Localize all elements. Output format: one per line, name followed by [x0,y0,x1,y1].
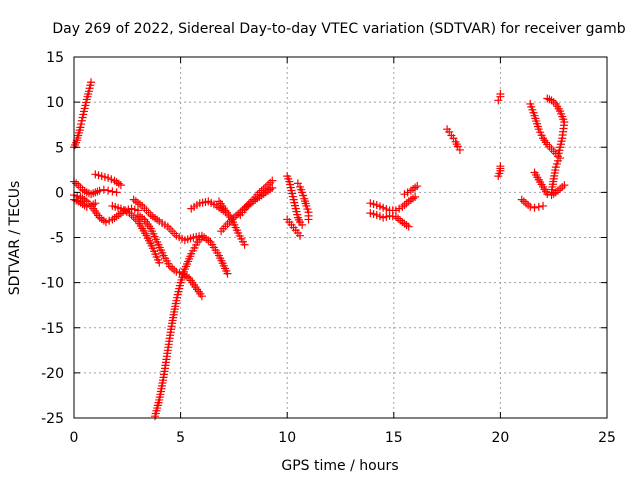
data-point [168,264,177,273]
series-arc-twenty-a [494,90,505,105]
data-point [104,186,113,195]
data-point [413,182,422,191]
x-tick-label: 25 [598,430,616,446]
series-arc-dip-mid [129,195,232,278]
series-arc-flat-mid [187,197,230,217]
data-point [295,231,304,240]
x-tick-label: 5 [176,430,185,446]
data-point [534,202,543,211]
series-arc-twentytwo-a [526,99,560,158]
data-point [76,123,85,132]
data-point [91,199,100,208]
data-point [494,96,503,105]
y-tick-labels: -25 -20 -15 -10 -5 0 5 10 15 [41,50,64,427]
data-point [197,292,206,301]
y-tick-label: -20 [41,366,64,382]
data-point [539,201,548,210]
data-point [95,186,104,195]
data-point [496,162,505,171]
x-tick-label: 0 [70,430,79,446]
data-point [519,197,528,206]
y-tick-label: -5 [50,231,64,247]
series-arc-fifteen-c [400,182,422,199]
series-arc-twentytwo-d [517,195,548,212]
series-arc-twenty-b [494,162,505,181]
series-arc-twentytwo-b [543,94,569,161]
chart-title: Day 269 of 2022, Sidereal Day-to-day VTE… [52,21,625,37]
data-point [521,199,530,208]
data-point [268,183,277,192]
data-point [411,192,420,201]
data-point [268,176,277,185]
data-points [70,78,569,421]
data-point [240,240,249,249]
y-tick-label: 5 [55,140,64,156]
series-arc-fifteen-a [366,192,420,215]
series-arc-fall-mid-c [214,197,249,249]
data-point [558,182,567,191]
y-tick-label: -10 [41,276,64,292]
data-point [400,201,409,210]
y-tick-label: 0 [55,185,64,201]
series-arc-fifteen-b [366,209,413,231]
data-point [543,94,552,103]
data-point [112,188,121,197]
data-point [455,145,464,154]
data-point [496,90,505,99]
data-point [99,185,108,194]
data-point [108,187,117,196]
data-point [556,184,565,193]
series-arc-steep-rise [151,233,206,421]
x-axis-label: GPS time / hours [281,458,398,474]
data-point [404,222,413,231]
series-arc-fall-mid-b [108,201,164,267]
x-tick-label: 10 [278,430,296,446]
y-tick-label: 10 [46,95,64,111]
data-point [77,116,86,125]
data-point [234,210,243,219]
data-point [116,181,125,190]
data-point [304,215,313,224]
series-arc-rise-mid-b [236,183,277,219]
series-arc-ten-b [293,179,313,224]
data-point [547,96,556,105]
data-point [517,195,526,204]
data-point [87,78,96,87]
x-tick-labels: 0 5 10 15 20 25 [70,430,616,446]
data-point [155,258,164,267]
y-tick-label: 15 [46,50,64,66]
y-axis-label: SDTVAR / TECUs [7,181,23,296]
series-arc-ten-a [283,172,307,229]
series-arc-flat-early-a [70,177,121,199]
series-arc-ten-c [283,215,304,240]
grid-lines [74,57,607,418]
axis-ticks [73,56,608,419]
data-point [77,120,86,129]
data-point [91,188,100,197]
data-point [72,179,81,188]
series-arc-flat-early-c [91,170,125,190]
x-tick-label: 20 [491,430,509,446]
series-arc-fall-mid [133,210,206,301]
data-point [298,220,307,229]
x-tick-label: 15 [385,430,403,446]
data-point [560,181,569,190]
y-tick-label: -15 [41,321,64,337]
series-arc-twentytwo-e [547,154,565,197]
data-point [556,154,565,163]
y-tick-label: -25 [41,411,64,427]
series-arc-dip-early [70,191,142,227]
data-point [223,269,232,278]
data-point [526,202,535,211]
series-arc-eighteen [443,125,464,154]
data-point [530,203,539,212]
